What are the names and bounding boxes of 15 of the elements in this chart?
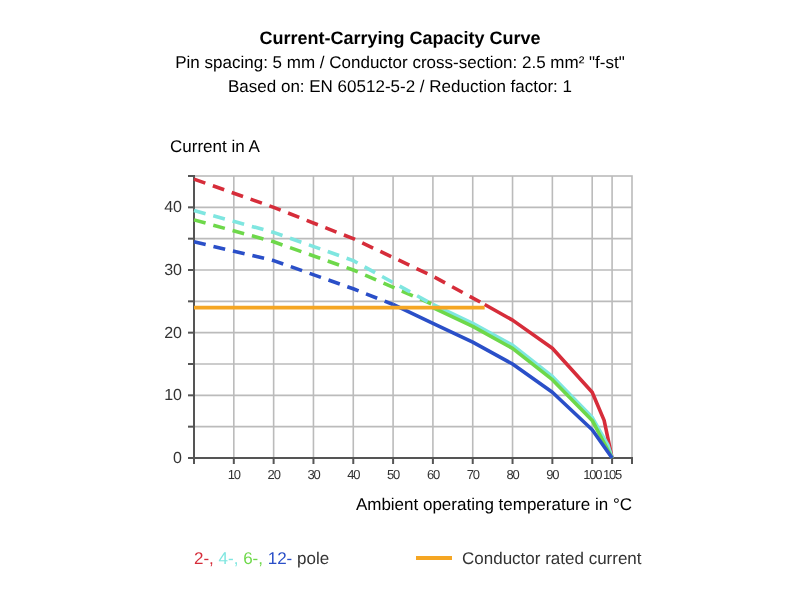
text: 4-, [213, 548, 239, 568]
legend-title: pole [292, 548, 330, 568]
text: 2-, [194, 548, 214, 568]
chart-subtitle: Pin spacing: 5 mm / Conductor cross-section: 2.5 mm² "f-st" Based on: EN 60512-5-2 / Reduction factor: 1 [175, 52, 625, 96]
y-tick-label: 30 [164, 261, 184, 280]
x-axis-title: Ambient operating temperature in °C [355, 494, 632, 514]
y-tick-label: 20 [164, 323, 184, 342]
legend-label: Conductor rated current [462, 548, 643, 568]
y-tick-label: 40 [164, 198, 184, 217]
y-tick-label: 10 [164, 386, 184, 405]
chart-title: Current-Carrying Capacity Curve [259, 28, 541, 48]
y-tick-label: 0 [173, 449, 184, 468]
text: 12- [262, 548, 293, 568]
y-axis-title: Current in A [170, 136, 261, 156]
text: 6-, [238, 548, 263, 568]
